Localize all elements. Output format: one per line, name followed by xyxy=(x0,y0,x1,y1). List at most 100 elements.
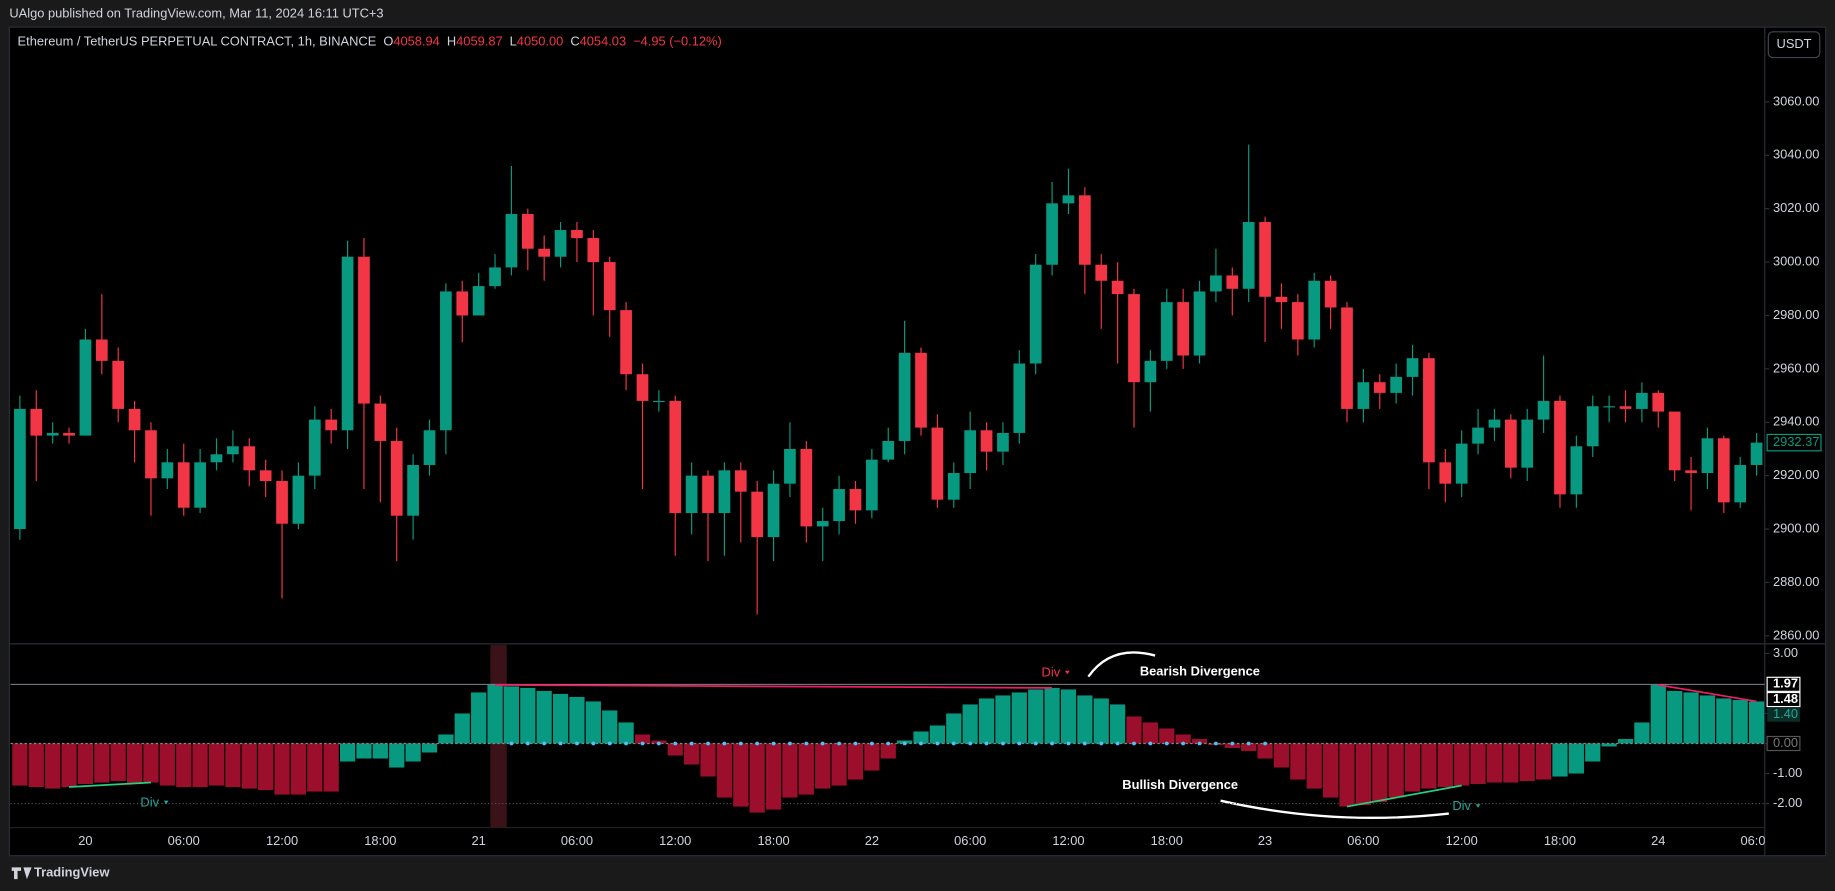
x-tick-label: 23 xyxy=(1258,833,1272,848)
candle-body xyxy=(145,430,157,479)
candle-body xyxy=(1095,264,1108,281)
currency-label[interactable]: USDT xyxy=(1777,36,1812,51)
candle-body xyxy=(440,291,452,431)
annotation: Div xyxy=(1042,665,1061,680)
legend-l-value: 4050.00 xyxy=(517,34,563,49)
histogram-bar xyxy=(405,743,421,762)
signal-dot xyxy=(558,741,563,746)
plot: Div Bearish Divergence Div Div Bullish Diver… xyxy=(10,144,1765,813)
candle-body xyxy=(767,483,780,538)
zero-box xyxy=(1766,735,1801,752)
histogram-bar xyxy=(1585,743,1601,762)
signal-dot xyxy=(1148,741,1153,746)
y-tick-label: 3060.00 xyxy=(1773,93,1819,108)
histogram-bar xyxy=(339,743,356,762)
candle-body xyxy=(1439,462,1452,484)
histogram-bar xyxy=(864,743,880,771)
candle-body xyxy=(1275,296,1288,303)
legend-o-value: 4058.94 xyxy=(393,34,439,49)
signal-dot xyxy=(509,741,514,746)
signal-dot xyxy=(755,741,760,746)
histogram-bar xyxy=(389,743,405,768)
brand-logo xyxy=(11,867,32,880)
bullish-arc xyxy=(1220,799,1449,819)
histogram-bar xyxy=(585,701,601,744)
histogram-bar xyxy=(1060,689,1077,744)
legend-symbol: Ethereum / TetherUS PERPETUAL CONTRACT, … xyxy=(18,34,377,49)
candle-body xyxy=(1160,302,1173,361)
y-tick-label: 2960.00 xyxy=(1773,360,1819,375)
candle-body xyxy=(947,472,960,500)
histogram-bar xyxy=(913,731,929,744)
annotation: Bearish Divergence xyxy=(1140,663,1260,678)
candle-body xyxy=(1701,438,1714,473)
histogram-bar xyxy=(356,743,372,759)
histogram-bar xyxy=(438,734,454,744)
histogram-bar xyxy=(1028,689,1044,744)
histogram-bar xyxy=(700,743,716,777)
histogram-bar xyxy=(208,743,225,786)
candle-body xyxy=(685,475,698,514)
histogram-bar xyxy=(552,693,569,744)
candle-body xyxy=(1668,411,1681,471)
x-tick-label: 24 xyxy=(1651,833,1665,848)
histogram-bar xyxy=(1191,738,1208,744)
histogram-bar xyxy=(1241,743,1257,752)
candle-body xyxy=(1717,438,1730,503)
candle-body xyxy=(997,432,1009,452)
signal-dot xyxy=(968,741,973,746)
candle-body xyxy=(1373,382,1386,393)
histogram-bar xyxy=(487,684,503,744)
signal-dot xyxy=(1066,741,1071,746)
candle-body xyxy=(505,214,518,268)
histogram-bar xyxy=(1257,743,1273,759)
signal-dot xyxy=(1181,741,1186,746)
currency-button[interactable] xyxy=(1767,31,1821,59)
candle-body xyxy=(587,238,600,263)
histogram-bar xyxy=(61,743,77,788)
legend-o: O xyxy=(383,34,393,49)
candle-body xyxy=(1554,400,1566,495)
candle-body xyxy=(46,432,59,436)
candle-body xyxy=(423,430,436,465)
candle-body xyxy=(1259,222,1271,297)
histogram-bar xyxy=(176,743,192,788)
histogram-bar xyxy=(1732,699,1748,744)
candle-body xyxy=(1537,400,1550,420)
signal-dot xyxy=(525,741,530,746)
candle-body xyxy=(161,462,174,479)
histogram-bar xyxy=(716,743,733,798)
y-tick-label: -2.00 xyxy=(1773,795,1802,810)
histogram-bar xyxy=(1126,716,1142,744)
candle-body xyxy=(292,475,305,524)
signal-dot xyxy=(1132,741,1136,746)
candle-body xyxy=(718,470,731,514)
histogram-bar xyxy=(782,743,798,798)
candle-body xyxy=(1652,392,1665,412)
x-tick-label: 06:00 xyxy=(1740,833,1772,848)
x-tick-label: 06:00 xyxy=(1347,833,1379,848)
histogram-bar xyxy=(946,713,962,744)
marker-label: 1.40 xyxy=(1773,706,1798,721)
marker-label: 1.48 xyxy=(1773,691,1798,706)
candle-body xyxy=(341,256,354,431)
candle-body xyxy=(1341,307,1353,409)
candle-body xyxy=(1324,280,1337,308)
candle-body xyxy=(1308,280,1321,340)
bullish-divergence xyxy=(1346,784,1462,808)
annotation: Div xyxy=(140,794,159,809)
candle-body xyxy=(79,339,92,436)
histogram-bar xyxy=(290,743,307,795)
last-price: 2932.37 xyxy=(1773,434,1819,449)
x-tick-label: 12:00 xyxy=(1446,833,1478,848)
last-price-box xyxy=(1766,433,1822,452)
candle-body xyxy=(1144,360,1157,383)
x-tick-label: 12:00 xyxy=(659,833,691,848)
candle-body xyxy=(554,230,567,257)
candle-body xyxy=(1636,392,1648,409)
y-tick-label: 2900.00 xyxy=(1773,520,1819,535)
y-tick-label: 3040.00 xyxy=(1773,147,1819,162)
x-tick-label: 21 xyxy=(471,833,485,848)
candle-body xyxy=(882,440,895,460)
